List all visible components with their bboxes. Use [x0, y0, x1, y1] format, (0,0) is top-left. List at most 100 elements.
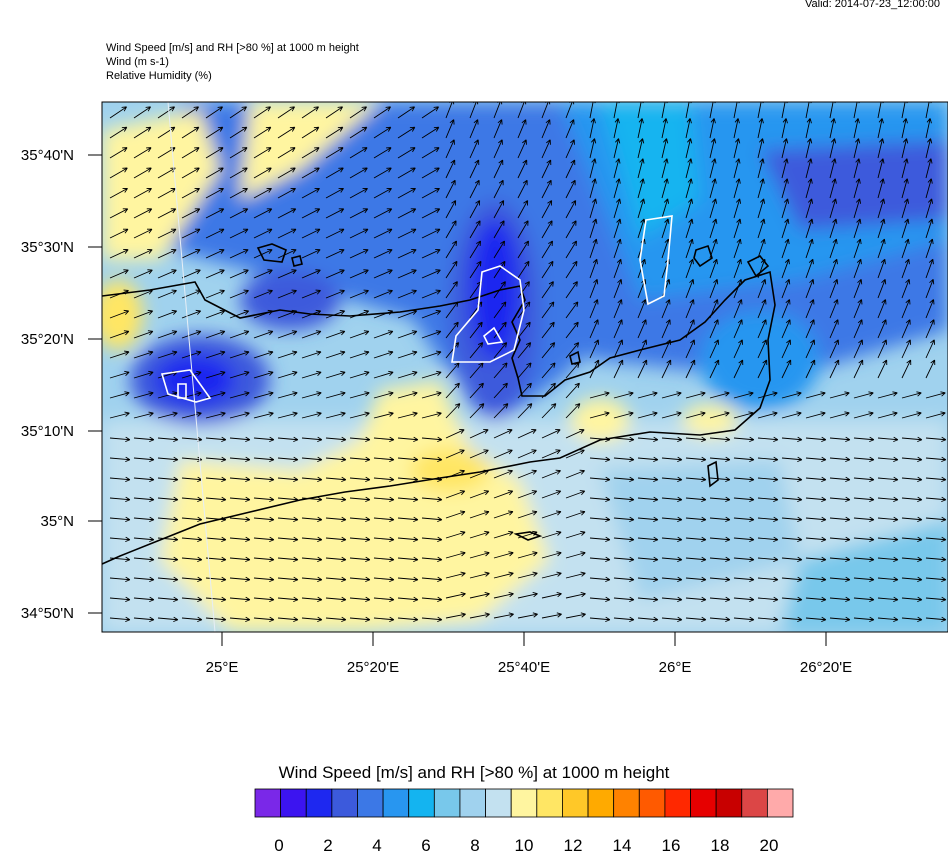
wind-arrow: [421, 126, 440, 139]
wind-arrow: [325, 350, 346, 359]
wind-arrow: [853, 218, 862, 239]
wind-arrow: [325, 187, 344, 199]
wind-arrow: [253, 248, 273, 259]
wind-arrow: [661, 496, 683, 503]
wind-arrow: [805, 118, 812, 139]
wind-arrow: [445, 321, 459, 339]
wind-arrow: [565, 281, 578, 299]
wind-arrow: [181, 556, 203, 563]
wind-arrow: [421, 456, 443, 463]
wind-arrow: [517, 281, 530, 299]
wind-arrow: [805, 411, 826, 419]
wind-arrow: [277, 370, 298, 379]
wind-arrow: [829, 411, 850, 419]
wind-arrow: [757, 198, 766, 219]
wind-arrow: [253, 208, 273, 219]
wind-arrow: [373, 187, 392, 199]
colorbar-tick-label: 2: [323, 836, 333, 855]
colorbar-swatch: [638, 788, 666, 818]
wind-arrow: [517, 139, 527, 159]
wind-arrow: [445, 119, 455, 139]
wind-arrow: [661, 576, 683, 583]
wind-arrow: [709, 556, 731, 563]
wind-arrow: [925, 536, 947, 543]
wind-arrow: [469, 179, 480, 199]
wind-arrow: [253, 269, 273, 279]
wind-arrow: [373, 616, 395, 623]
wind-arrow: [445, 429, 465, 439]
wind-arrow: [109, 167, 128, 179]
wind-arrow: [325, 456, 347, 463]
colorbar-swatch: [459, 788, 486, 818]
wind-arrow: [589, 391, 610, 399]
wind-arrow: [205, 187, 224, 199]
wind-arrow: [613, 198, 622, 219]
wind-arrow: [133, 476, 155, 483]
wind-arrow: [685, 279, 695, 299]
wind-arrow: [853, 198, 862, 219]
wind-arrow: [829, 536, 851, 543]
wind-arrow: [277, 411, 298, 419]
wind-arrow: [229, 167, 248, 179]
wind-arrow: [781, 411, 802, 419]
wind-arrow: [637, 436, 659, 443]
wind-arrow: [757, 359, 768, 379]
wind-arrow: [109, 106, 127, 119]
wind-arrow: [853, 536, 875, 543]
wind-arrow: [181, 330, 202, 339]
wind-arrow: [421, 350, 442, 359]
wind-arrow: [493, 429, 513, 439]
wind-arrow: [661, 158, 669, 179]
wind-arrow: [469, 362, 484, 379]
wind-arrow: [397, 436, 419, 443]
wind-arrow: [325, 596, 347, 603]
wind-arrow: [421, 496, 443, 503]
wind-arrow: [253, 496, 275, 503]
wind-arrow: [157, 496, 179, 503]
wind-arrow: [469, 510, 490, 519]
wind-arrow: [685, 218, 694, 239]
wind-arrow: [661, 616, 683, 623]
wind-arrow: [277, 330, 298, 339]
wind-arrow: [565, 510, 586, 519]
wind-arrow: [613, 359, 624, 379]
wind-arrow: [229, 556, 251, 563]
wind-arrow: [181, 576, 203, 583]
wind-arrow: [805, 319, 815, 339]
wind-arrow: [877, 158, 885, 179]
wind-arrow: [205, 126, 224, 139]
wind-arrow: [637, 516, 659, 523]
wind-arrow: [541, 240, 553, 259]
wind-arrow: [421, 269, 441, 279]
wind-arrow: [805, 496, 827, 503]
wind-arrow: [181, 536, 203, 543]
wind-arrow: [613, 411, 634, 419]
wind-arrow: [301, 411, 322, 419]
wind-arrow: [229, 248, 249, 259]
wind-arrow: [397, 147, 416, 159]
wind-arrow: [133, 330, 154, 339]
wind-arrow: [205, 411, 226, 419]
wind-arrow: [277, 391, 298, 399]
wind-arrow: [685, 596, 707, 603]
wind-arrow: [157, 456, 179, 463]
wind-arrow: [517, 510, 538, 519]
wind-arrow: [301, 370, 322, 379]
lon-label: 26°20'E: [800, 659, 852, 676]
colorbar-title: Wind Speed [m/s] and RH [>80 %] at 1000 …: [278, 763, 670, 782]
wind-arrow: [469, 429, 489, 439]
wind-arrow: [661, 359, 672, 379]
wind-arrow: [229, 476, 251, 483]
wind-arrow: [421, 187, 440, 199]
wind-arrow: [133, 208, 153, 219]
wind-arrow: [349, 350, 370, 359]
wind-arrow: [733, 218, 742, 239]
wind-arrow: [109, 147, 128, 159]
wind-arrow: [181, 208, 201, 219]
wind-arrow: [709, 391, 730, 399]
wind-arrow: [229, 330, 250, 339]
wind-arrow: [613, 536, 635, 543]
wind-arrow: [565, 429, 585, 439]
wind-arrow: [373, 596, 395, 603]
wind-arrow: [613, 596, 635, 603]
